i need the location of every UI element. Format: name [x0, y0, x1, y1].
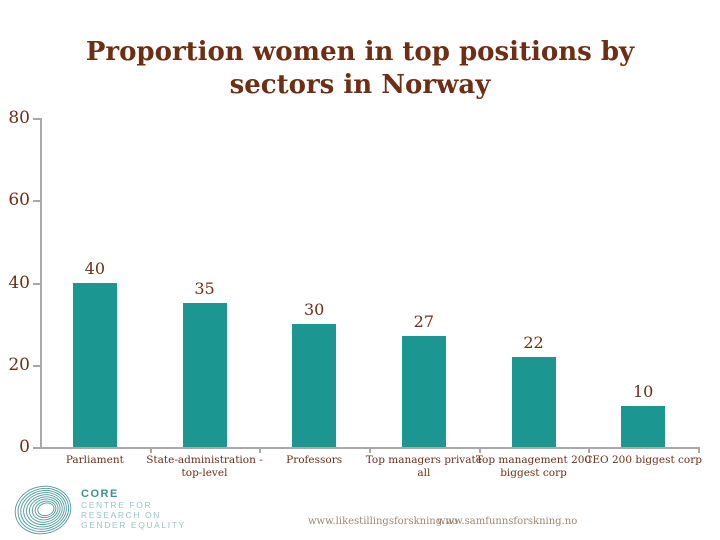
x-axis-tick	[369, 447, 371, 453]
y-axis-tick	[33, 118, 40, 120]
bar-value-label: 40	[84, 258, 105, 278]
footer-link-samfunnsforskning[interactable]: www.samfunnsforskning.no	[437, 516, 578, 527]
y-axis-label: 20	[8, 354, 30, 375]
core-logo-line1: CENTRE FOR	[81, 500, 153, 510]
category-label: Parliament	[65, 454, 124, 466]
y-axis-label: 40	[8, 272, 30, 293]
core-logo-fingerprint-icon	[14, 485, 72, 535]
category-label: State-administration - top-level	[146, 454, 263, 479]
bar-parliament	[72, 282, 117, 447]
x-axis-tick	[149, 447, 152, 453]
y-axis-tick	[33, 364, 40, 367]
y-axis-label: 60	[8, 190, 30, 211]
y-axis-line	[40, 118, 42, 449]
bar-top-managers-private-all	[401, 335, 446, 447]
bar-value-label: 22	[523, 332, 544, 352]
core-logo-text: CORE CENTRE FOR RESEARCH ON GENDER EQUAL…	[81, 485, 186, 531]
y-axis-tick	[33, 282, 40, 285]
category-label: Professors	[286, 454, 343, 466]
category-label: CEO 200 biggest corp	[584, 454, 702, 466]
chart-title-line1: Proportion women in top positions by	[85, 37, 635, 67]
bar-value-label: 35	[194, 279, 215, 299]
y-axis-label: 80	[8, 108, 30, 128]
bar-professors	[292, 323, 337, 447]
x-axis-tick	[478, 447, 481, 453]
bar-value-label: 10	[632, 381, 654, 401]
y-axis-label: 0	[19, 437, 30, 457]
core-logo-line2: RESEARCH ON	[81, 510, 161, 520]
category-label: Top managers private all	[365, 454, 482, 479]
x-axis-tick	[698, 447, 700, 453]
category-label: Top management 200 biggest corp	[475, 454, 592, 479]
bar-top-management-200-biggest-corp	[511, 356, 556, 447]
y-axis-tick	[33, 200, 40, 203]
core-logo-line3: GENDER EQUALITY	[81, 520, 186, 530]
x-axis-tick	[588, 447, 591, 453]
x-axis-tick	[259, 447, 262, 453]
bar-ceo-200-biggest-corp	[621, 405, 666, 447]
core-logo: CORE CENTRE FOR RESEARCH ON GENDER EQUAL…	[14, 485, 186, 535]
footer-link-likestillingsforskning[interactable]: www.likestillingsforskning.no	[308, 516, 458, 527]
bar-value-label: 27	[413, 311, 434, 331]
chart-title: Proportion women in top positions by sec…	[0, 36, 720, 102]
bar-state-administration-top-level	[182, 303, 227, 447]
bar-value-label: 30	[303, 299, 325, 319]
core-logo-name: CORE	[81, 488, 119, 500]
chart-title-line2: sectors in Norway	[229, 70, 491, 100]
y-axis-tick	[33, 447, 40, 449]
